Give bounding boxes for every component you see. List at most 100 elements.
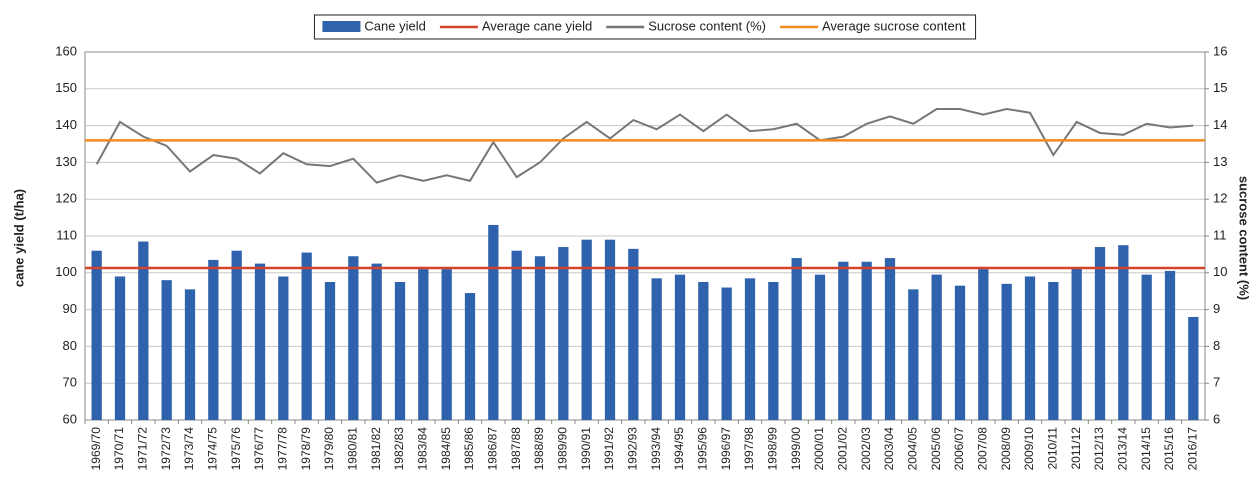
y-tick-label: 60 [63, 411, 77, 426]
bar [418, 269, 429, 420]
bar [978, 269, 989, 420]
bar [581, 239, 592, 420]
x-tick-label: 1999/00 [789, 427, 803, 471]
bar [534, 256, 546, 420]
bar [114, 276, 126, 420]
x-tick-label: 1991/92 [602, 427, 616, 471]
x-tick-label: 2014/15 [1139, 427, 1153, 471]
y2-tick-label: 13 [1213, 154, 1227, 169]
legend-label: Cane yield [364, 18, 425, 33]
legend-label: Sucrose content (%) [648, 18, 766, 33]
x-tick-label: 1979/80 [322, 427, 336, 471]
y-tick-label: 70 [63, 375, 77, 390]
bar [1188, 316, 1199, 420]
x-tick-label: 1996/97 [719, 427, 733, 471]
x-tick-label: 2012/13 [1092, 427, 1106, 471]
x-tick-label: 1987/88 [509, 427, 523, 471]
x-tick-label: 2003/04 [882, 427, 896, 471]
y-axis-title: cane yield (t/ha) [11, 189, 26, 287]
bar [91, 250, 102, 420]
x-tick-label: 1978/79 [299, 427, 313, 471]
x-tick-label: 1972/73 [159, 427, 173, 471]
bar [301, 252, 312, 420]
bar [721, 287, 732, 420]
bar [184, 289, 196, 420]
legend-label: Average cane yield [482, 18, 592, 33]
x-tick-label: 2002/03 [859, 427, 873, 471]
y-tick-label: 100 [55, 264, 77, 279]
x-tick-label: 2005/06 [929, 427, 943, 471]
y2-tick-label: 12 [1213, 191, 1227, 206]
x-tick-label: 1975/76 [229, 427, 243, 471]
x-tick-label: 1971/72 [136, 427, 150, 471]
y2-tick-label: 14 [1213, 117, 1227, 132]
bar [1024, 276, 1036, 420]
x-tick-label: 1976/77 [252, 427, 266, 471]
bar [161, 280, 172, 420]
x-tick-label: 2015/16 [1162, 427, 1176, 471]
bar [488, 224, 499, 420]
legend-swatch [322, 21, 361, 32]
bar [931, 274, 942, 420]
bar [324, 282, 336, 420]
bar [651, 278, 662, 420]
y-tick-label: 110 [56, 227, 77, 242]
x-tick-label: 1981/82 [369, 427, 383, 471]
bar [674, 274, 686, 420]
bar [884, 258, 896, 420]
x-tick-label: 1998/99 [766, 427, 780, 471]
y2-tick-label: 9 [1213, 301, 1220, 316]
y2-tick-label: 8 [1213, 338, 1220, 353]
bar [628, 248, 639, 420]
bar [1071, 267, 1082, 420]
x-tick-label: 1980/81 [346, 427, 360, 471]
bar [278, 276, 289, 420]
x-tick-label: 2007/08 [976, 427, 990, 471]
y-tick-label: 90 [63, 301, 77, 316]
y-tick-label: 140 [55, 117, 77, 132]
x-tick-label: 2001/02 [836, 427, 850, 471]
x-tick-label: 1994/95 [672, 427, 686, 471]
x-tick-label: 2000/01 [812, 427, 826, 471]
x-tick-label: 1988/89 [532, 427, 546, 471]
x-tick-label: 2013/14 [1116, 427, 1130, 471]
x-tick-label: 2016/17 [1186, 427, 1200, 471]
y2-axis-title: sucrose content (%) [1237, 176, 1252, 300]
bar [604, 239, 616, 420]
x-tick-label: 1995/96 [696, 427, 710, 471]
bar [814, 274, 826, 420]
y-tick-label: 150 [55, 80, 77, 95]
bar [791, 258, 802, 420]
x-tick-label: 1969/70 [89, 427, 103, 471]
x-tick-label: 1993/94 [649, 427, 663, 471]
bar [768, 282, 779, 420]
y2-tick-label: 11 [1213, 227, 1227, 242]
bar [1141, 274, 1152, 420]
bar [908, 289, 919, 420]
bar [231, 250, 242, 420]
y-tick-label: 130 [55, 154, 77, 169]
bar [698, 282, 709, 420]
x-tick-label: 1989/90 [556, 427, 570, 471]
x-tick-label: 2004/05 [906, 427, 920, 471]
y2-tick-label: 16 [1213, 43, 1227, 58]
x-tick-label: 1970/71 [112, 427, 126, 471]
bar [254, 263, 266, 420]
x-tick-label: 2008/09 [999, 427, 1013, 471]
bar [558, 247, 569, 420]
x-tick-label: 1986/87 [486, 427, 500, 471]
y-tick-label: 120 [55, 191, 77, 206]
bar [511, 250, 522, 420]
bar [394, 282, 406, 420]
line [95, 108, 1194, 184]
x-tick-label: 2011/12 [1069, 427, 1083, 470]
bar [1164, 270, 1176, 420]
bar [348, 256, 359, 420]
y2-tick-label: 15 [1213, 80, 1227, 95]
x-tick-label: 1990/91 [579, 427, 593, 471]
bar [208, 259, 219, 420]
x-tick-label: 2006/07 [952, 427, 966, 471]
bar [1001, 283, 1012, 420]
bar [838, 261, 849, 420]
bar [954, 285, 966, 420]
